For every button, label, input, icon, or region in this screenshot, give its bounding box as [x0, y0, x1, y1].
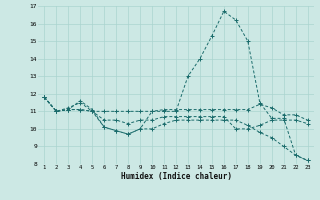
X-axis label: Humidex (Indice chaleur): Humidex (Indice chaleur) [121, 172, 231, 181]
